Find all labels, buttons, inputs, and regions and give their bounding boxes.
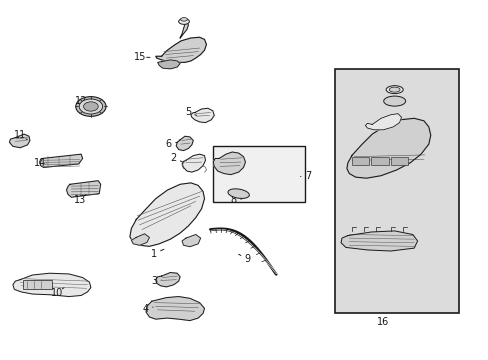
Ellipse shape	[388, 87, 399, 92]
Ellipse shape	[83, 102, 98, 111]
Ellipse shape	[386, 86, 403, 94]
Polygon shape	[131, 234, 149, 245]
Polygon shape	[190, 108, 214, 123]
Polygon shape	[156, 273, 180, 287]
Ellipse shape	[180, 18, 187, 21]
Text: 14: 14	[34, 158, 46, 168]
FancyBboxPatch shape	[212, 146, 305, 202]
FancyBboxPatch shape	[351, 157, 368, 165]
Polygon shape	[13, 273, 91, 297]
Text: 1: 1	[151, 248, 157, 258]
Text: 12: 12	[75, 96, 87, 106]
FancyBboxPatch shape	[370, 157, 388, 165]
Text: 9: 9	[244, 254, 249, 264]
Text: 7: 7	[304, 171, 310, 181]
Polygon shape	[66, 181, 101, 197]
Polygon shape	[146, 297, 204, 320]
Ellipse shape	[79, 99, 102, 114]
Polygon shape	[346, 118, 430, 178]
FancyBboxPatch shape	[23, 280, 52, 289]
Polygon shape	[40, 154, 82, 167]
Polygon shape	[340, 231, 417, 251]
FancyBboxPatch shape	[390, 157, 407, 165]
Text: 6: 6	[165, 139, 172, 149]
Text: 5: 5	[185, 107, 191, 117]
Text: 10: 10	[51, 288, 63, 298]
Polygon shape	[130, 183, 204, 246]
Ellipse shape	[227, 189, 249, 198]
Polygon shape	[213, 152, 245, 175]
Polygon shape	[156, 37, 206, 62]
Text: 16: 16	[377, 317, 389, 327]
Text: 8: 8	[230, 195, 236, 205]
Polygon shape	[365, 114, 401, 130]
Polygon shape	[182, 154, 205, 172]
Text: 13: 13	[73, 195, 85, 205]
Text: 15: 15	[133, 52, 145, 62]
FancyBboxPatch shape	[334, 69, 458, 313]
Polygon shape	[182, 234, 200, 247]
Text: 2: 2	[170, 153, 177, 163]
Polygon shape	[158, 60, 180, 69]
Polygon shape	[9, 134, 30, 148]
Text: 11: 11	[14, 130, 26, 140]
Polygon shape	[176, 136, 193, 150]
Text: 4: 4	[142, 304, 149, 314]
Text: 3: 3	[151, 276, 157, 286]
Ellipse shape	[178, 19, 189, 24]
Polygon shape	[180, 22, 188, 38]
Ellipse shape	[383, 96, 405, 106]
Ellipse shape	[76, 96, 106, 116]
